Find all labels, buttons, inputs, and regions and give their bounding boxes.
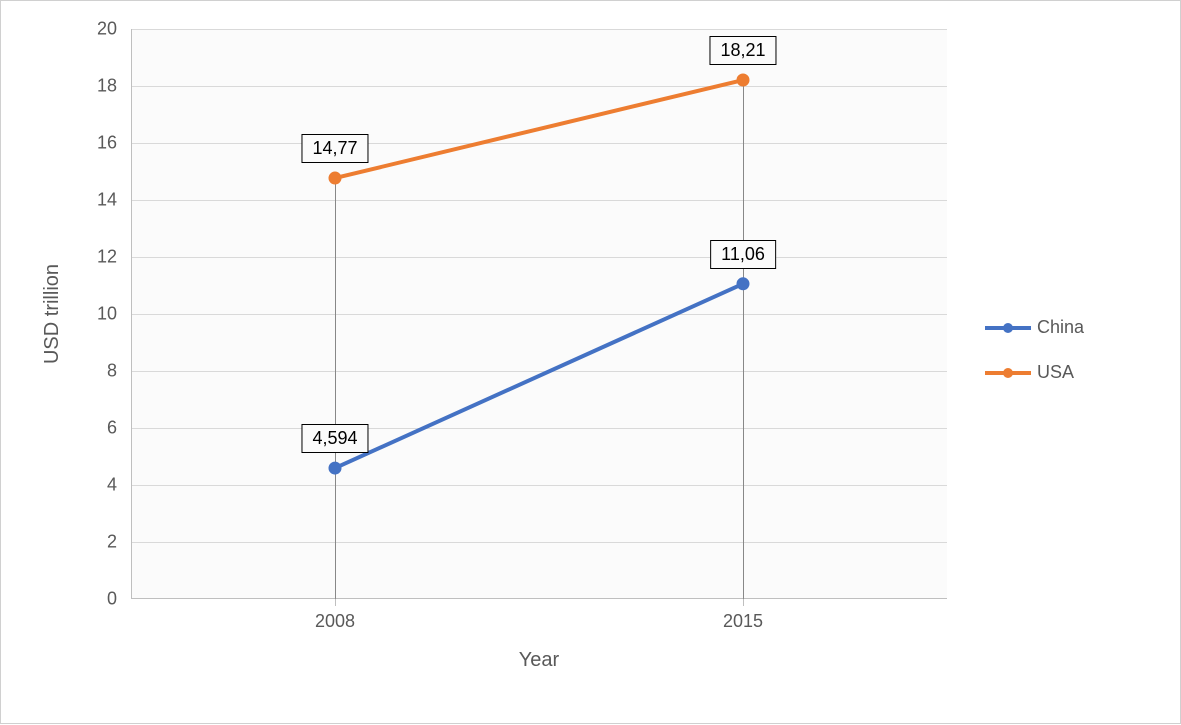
series-marker xyxy=(737,74,749,86)
series-marker xyxy=(329,172,341,184)
data-label: 18,21 xyxy=(709,36,776,65)
series-line-usa xyxy=(335,80,743,178)
series-line-china xyxy=(335,284,743,468)
data-label: 4,594 xyxy=(301,424,368,453)
series-layer xyxy=(1,1,1181,725)
data-label: 11,06 xyxy=(710,240,776,269)
series-marker xyxy=(329,462,341,474)
data-label: 14,77 xyxy=(301,134,368,163)
line-chart: USD trillion Year ChinaUSA 0246810121416… xyxy=(0,0,1181,724)
series-marker xyxy=(737,278,749,290)
